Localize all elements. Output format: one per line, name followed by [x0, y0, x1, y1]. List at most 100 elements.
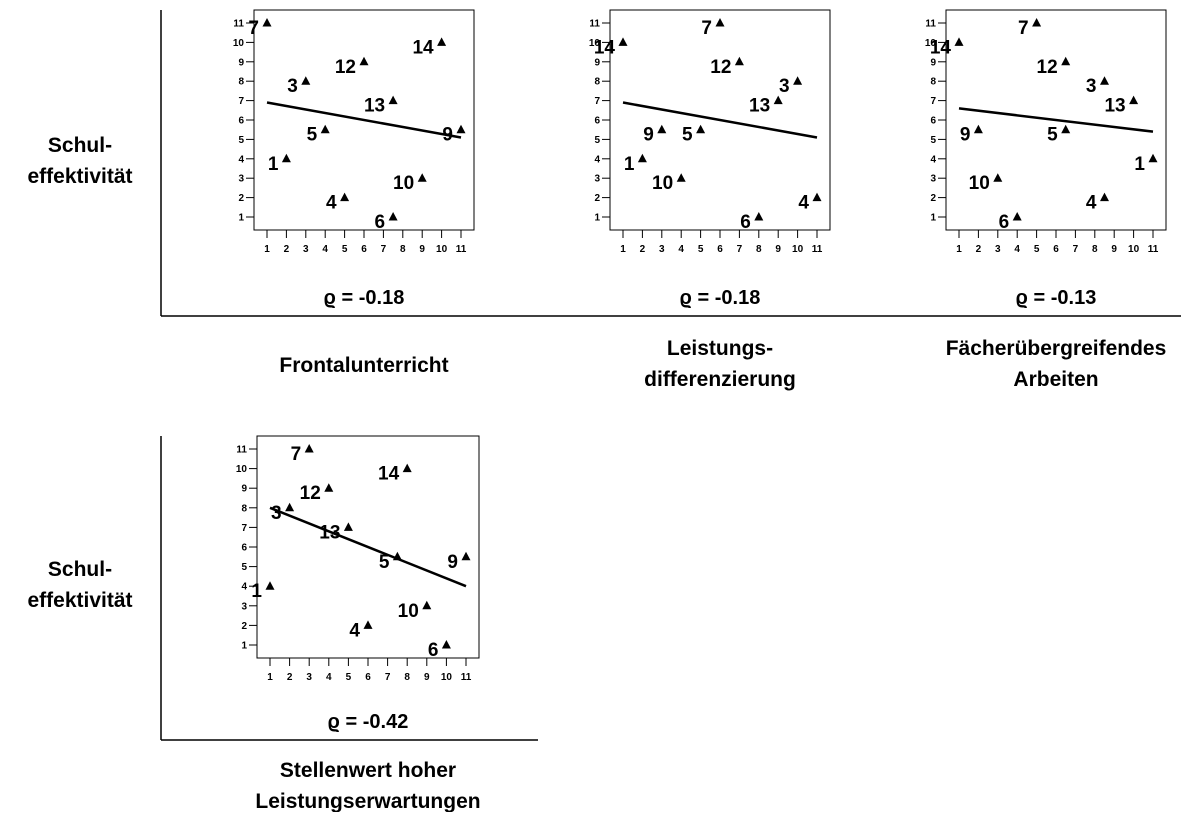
data-point-1: [637, 153, 647, 163]
rho-label: ϱ = -0.18: [680, 287, 761, 309]
data-point-14: [437, 37, 447, 46]
y-tick-label: 1: [238, 213, 244, 224]
x-tick-label: 11: [1148, 244, 1159, 255]
data-point-7: [304, 444, 314, 453]
y-tick-label: 2: [930, 193, 936, 204]
data-point-3: [301, 76, 311, 85]
x-tick-label: 1: [620, 244, 626, 255]
data-point-7: [262, 18, 272, 27]
x-tick-label: 5: [342, 244, 348, 255]
x-tick-label: 6: [361, 244, 367, 255]
y-tick-label: 4: [238, 154, 244, 165]
x-tick-label: 1: [264, 244, 270, 255]
point-label-12: 12: [1037, 57, 1058, 78]
point-label-14: 14: [594, 37, 616, 58]
x-axis-label: Fächerübergreifendes: [946, 337, 1167, 360]
x-tick-label: 9: [424, 672, 430, 683]
point-label-5: 5: [1047, 125, 1058, 146]
y-tick-label: 11: [236, 445, 247, 456]
y-tick-label: 8: [241, 503, 247, 514]
data-point-1: [281, 153, 291, 163]
data-point-6: [441, 640, 451, 649]
point-label-3: 3: [779, 76, 790, 97]
y-tick-label: 8: [594, 77, 600, 88]
x-tick-label: 8: [1092, 244, 1098, 255]
point-label-3: 3: [1086, 76, 1097, 97]
point-label-5: 5: [682, 125, 693, 146]
data-point-12: [734, 56, 744, 66]
x-tick-label: 7: [381, 244, 387, 255]
point-label-12: 12: [300, 483, 321, 504]
x-tick-label: 6: [365, 672, 371, 683]
x-axis-label: Leistungserwartungen: [255, 790, 480, 812]
x-tick-label: 10: [441, 672, 453, 683]
x-tick-label: 3: [306, 672, 312, 683]
point-label-10: 10: [969, 173, 990, 194]
x-tick-label: 4: [326, 672, 332, 683]
x-tick-label: 11: [456, 244, 467, 255]
y-tick-label: 10: [925, 38, 937, 49]
point-label-13: 13: [1104, 96, 1125, 117]
data-point-3: [285, 502, 295, 512]
y-tick-label: 7: [238, 96, 244, 107]
y-axis-label-top-line2: effektivität: [27, 165, 132, 188]
point-label-10: 10: [398, 601, 419, 622]
y-tick-label: 6: [930, 116, 936, 127]
x-axis-label: Arbeiten: [1013, 368, 1098, 391]
point-label-10: 10: [652, 173, 673, 194]
x-tick-label: 10: [436, 244, 448, 255]
data-point-14: [618, 37, 628, 46]
point-label-5: 5: [379, 552, 390, 573]
point-label-12: 12: [710, 57, 731, 78]
x-tick-label: 6: [717, 244, 723, 255]
point-label-7: 7: [248, 18, 259, 39]
data-point-3: [793, 76, 803, 85]
x-tick-label: 5: [698, 244, 704, 255]
y-tick-label: 9: [241, 484, 247, 495]
y-tick-label: 1: [594, 213, 600, 224]
y-tick-label: 3: [238, 174, 244, 185]
x-tick-label: 4: [322, 244, 328, 255]
data-point-3: [1100, 76, 1109, 85]
y-tick-label: 11: [589, 19, 600, 30]
y-tick-label: 9: [930, 57, 936, 68]
rho-label: ϱ = -0.13: [1016, 287, 1097, 309]
point-label-9: 9: [447, 552, 458, 573]
y-tick-label: 7: [241, 523, 247, 534]
rho-label: ϱ = -0.42: [328, 711, 409, 733]
data-point-4: [812, 192, 822, 202]
y-tick-label: 4: [241, 582, 247, 593]
point-label-9: 9: [960, 125, 971, 146]
y-tick-label: 11: [925, 19, 936, 30]
data-point-5: [320, 124, 330, 134]
y-tick-label: 6: [594, 116, 600, 127]
y-tick-label: 5: [594, 135, 600, 146]
y-tick-label: 3: [594, 174, 600, 185]
x-axis-label: Leistungs-: [667, 337, 773, 360]
y-tick-label: 7: [594, 96, 600, 107]
x-tick-label: 9: [1111, 244, 1117, 255]
data-point-10: [422, 600, 432, 610]
y-tick-label: 2: [238, 193, 244, 204]
x-tick-label: 1: [956, 244, 962, 255]
point-label-6: 6: [428, 640, 439, 661]
data-point-13: [773, 95, 783, 105]
rho-label: ϱ = -0.18: [324, 287, 405, 309]
y-axis-label-bottom-line2: effektivität: [27, 589, 132, 612]
x-axis-label: Frontalunterricht: [279, 354, 448, 377]
point-label-1: 1: [251, 581, 262, 602]
y-tick-label: 10: [589, 38, 601, 49]
point-label-3: 3: [271, 503, 282, 524]
x-tick-label: 2: [284, 244, 290, 255]
point-label-14: 14: [378, 464, 400, 485]
x-tick-label: 7: [737, 244, 743, 255]
point-label-4: 4: [326, 193, 337, 214]
point-label-13: 13: [364, 96, 385, 117]
x-tick-label: 9: [775, 244, 781, 255]
data-point-9: [461, 551, 471, 561]
data-point-13: [343, 522, 353, 531]
